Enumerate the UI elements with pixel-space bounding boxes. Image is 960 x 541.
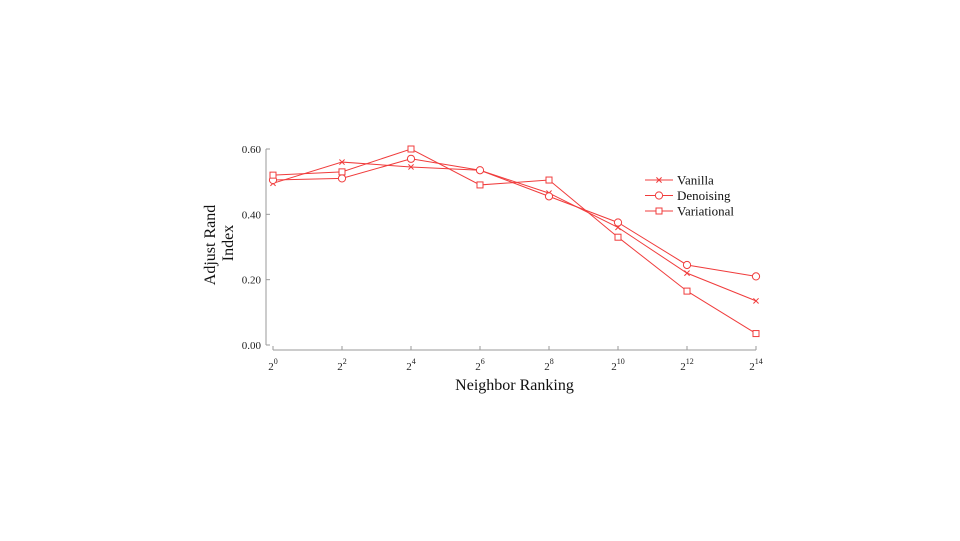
axes <box>265 149 756 351</box>
legend-marker <box>656 177 662 183</box>
y-tick-label: 0.20 <box>242 275 262 287</box>
data-point <box>476 181 484 189</box>
y-ticks: 0.00 0.20 0.40 0.60 <box>242 144 270 352</box>
data-point <box>753 297 759 304</box>
data-point <box>545 176 553 184</box>
x-tick-label: 210 <box>611 357 625 373</box>
data-point <box>406 154 416 163</box>
series-line <box>272 158 757 277</box>
data-point <box>682 260 692 270</box>
legend-marker <box>654 191 664 200</box>
data-point <box>684 270 690 277</box>
data-point <box>475 166 485 175</box>
legend-label: Variational <box>677 204 734 219</box>
data-point <box>614 233 622 241</box>
data-point <box>544 192 554 201</box>
legend-item: Variational <box>645 204 734 219</box>
legend-item: Denoising <box>645 188 731 203</box>
data-point <box>269 171 277 179</box>
y-axis-title-line-1: Adjust Rand <box>202 205 219 285</box>
data-point <box>337 174 347 183</box>
data-point <box>683 287 691 295</box>
legend-label: Denoising <box>677 188 731 203</box>
series-line <box>272 148 757 334</box>
legend-item: Vanilla <box>645 173 714 188</box>
legend-label: Vanilla <box>677 173 714 188</box>
x-tick-label: 20 <box>268 357 278 373</box>
data-point <box>339 159 345 166</box>
x-tick-label: 22 <box>337 357 347 373</box>
x-tick-label: 28 <box>544 357 554 373</box>
y-tick-label: 0.60 <box>242 144 262 156</box>
data-point <box>751 272 761 281</box>
x-tick-label: 212 <box>680 357 694 373</box>
x-ticks: 20 22 24 26 28 210 212 214 <box>268 346 763 373</box>
y-tick-label: 0.40 <box>242 209 262 221</box>
x-tick-label: 26 <box>475 357 485 373</box>
x-axis-title: Neighbor Ranking <box>455 377 574 394</box>
data-point <box>407 145 415 153</box>
x-tick-label: 214 <box>749 357 763 373</box>
series-variational <box>269 145 760 338</box>
series-layer <box>268 145 761 338</box>
y-axis-title-line-2: Index <box>220 225 237 261</box>
x-tick-label: 24 <box>406 357 416 373</box>
legend-marker <box>655 207 663 215</box>
y-tick-label: 0.00 <box>242 340 262 352</box>
data-point <box>338 168 346 176</box>
data-point <box>408 164 414 170</box>
data-point <box>613 218 623 227</box>
series-line <box>272 161 757 302</box>
y-axis-title: Adjust Rand Index <box>202 201 237 285</box>
data-point <box>752 330 760 338</box>
